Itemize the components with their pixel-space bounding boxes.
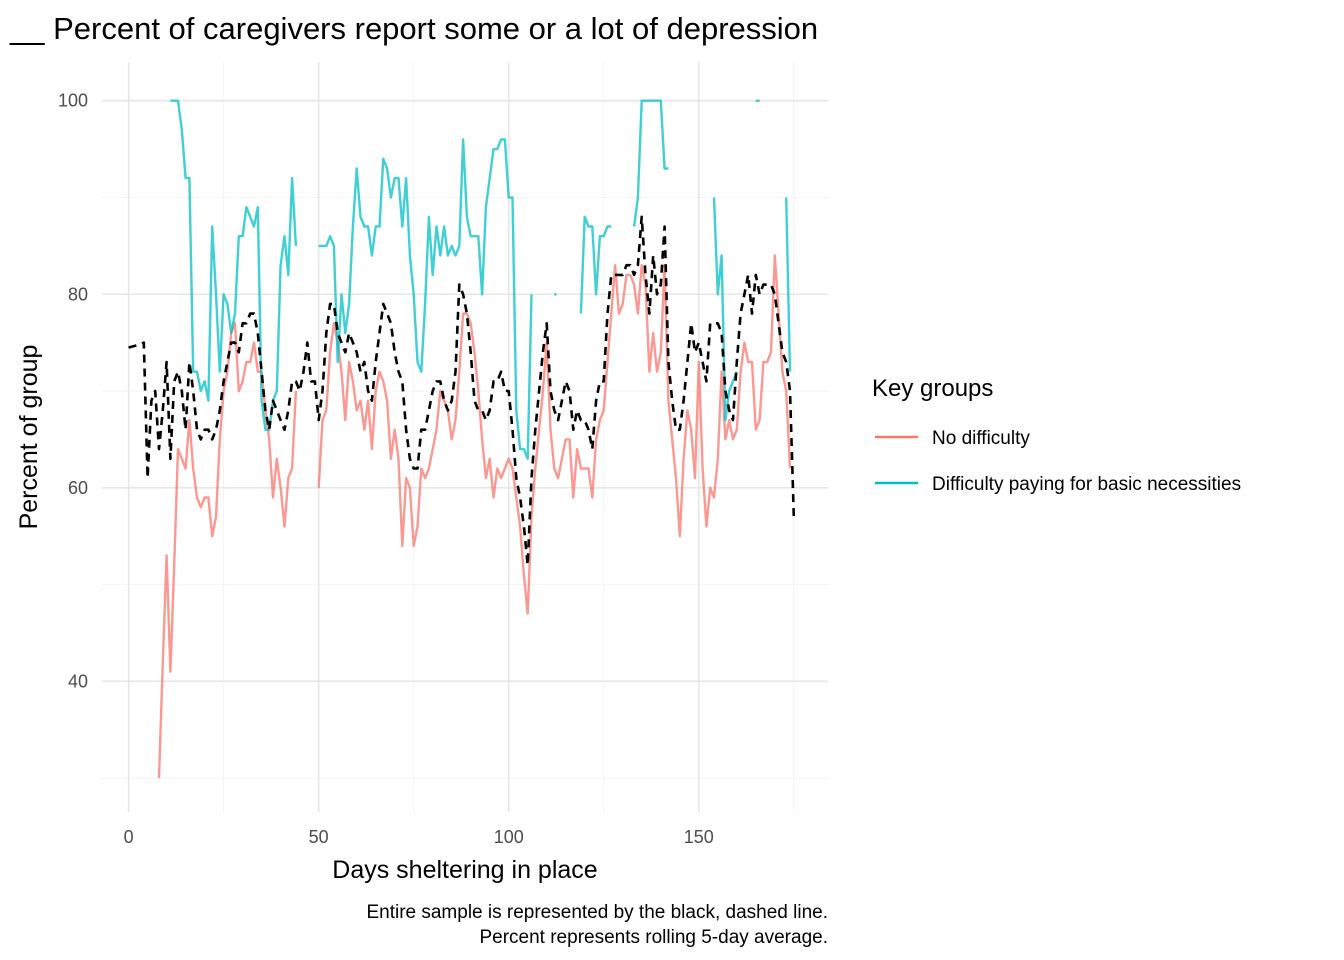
series-0	[157, 254, 792, 779]
series-line	[157, 322, 298, 779]
legend-label-difficulty-paying: Difficulty paying for basic necessities	[932, 474, 1241, 495]
series-2	[128, 215, 796, 567]
legend-item-no-difficulty: No difficulty	[875, 428, 1030, 449]
y-tick-label: 100	[58, 91, 88, 111]
series-line	[712, 197, 738, 422]
series-1	[170, 99, 792, 460]
chart-title: __ Percent of caregivers report some or …	[9, 11, 818, 46]
series-line	[170, 99, 298, 431]
legend-item-difficulty-paying: Difficulty paying for basic necessities	[875, 474, 1241, 495]
legend-title: Key groups	[872, 375, 993, 402]
caption-line-2: Percent represents rolling 5-day average…	[479, 927, 828, 948]
series-line	[785, 197, 792, 372]
series-line	[632, 99, 669, 227]
y-tick-label: 60	[68, 478, 88, 498]
series-line	[318, 138, 533, 460]
x-tick-label: 50	[309, 827, 329, 847]
x-tick-label: 100	[494, 827, 524, 847]
series-line	[317, 254, 792, 615]
series-line	[579, 215, 612, 314]
series-layer	[128, 99, 796, 779]
tick-layer: 0 50 100 150 40 60 80 100	[58, 91, 714, 847]
x-tick-label: 150	[684, 827, 714, 847]
caption-line-1: Entire sample is represented by the blac…	[366, 902, 828, 923]
y-tick-label: 80	[68, 284, 88, 304]
y-axis-title: Percent of group	[15, 345, 43, 530]
x-axis-title: Days sheltering in place	[332, 856, 597, 884]
x-tick-label: 0	[124, 827, 134, 847]
legend: Key groups No difficulty Difficulty payi…	[872, 375, 1241, 495]
y-tick-label: 40	[68, 671, 88, 691]
entire-sample-dashed-line	[128, 215, 796, 567]
legend-label-no-difficulty: No difficulty	[932, 428, 1030, 449]
